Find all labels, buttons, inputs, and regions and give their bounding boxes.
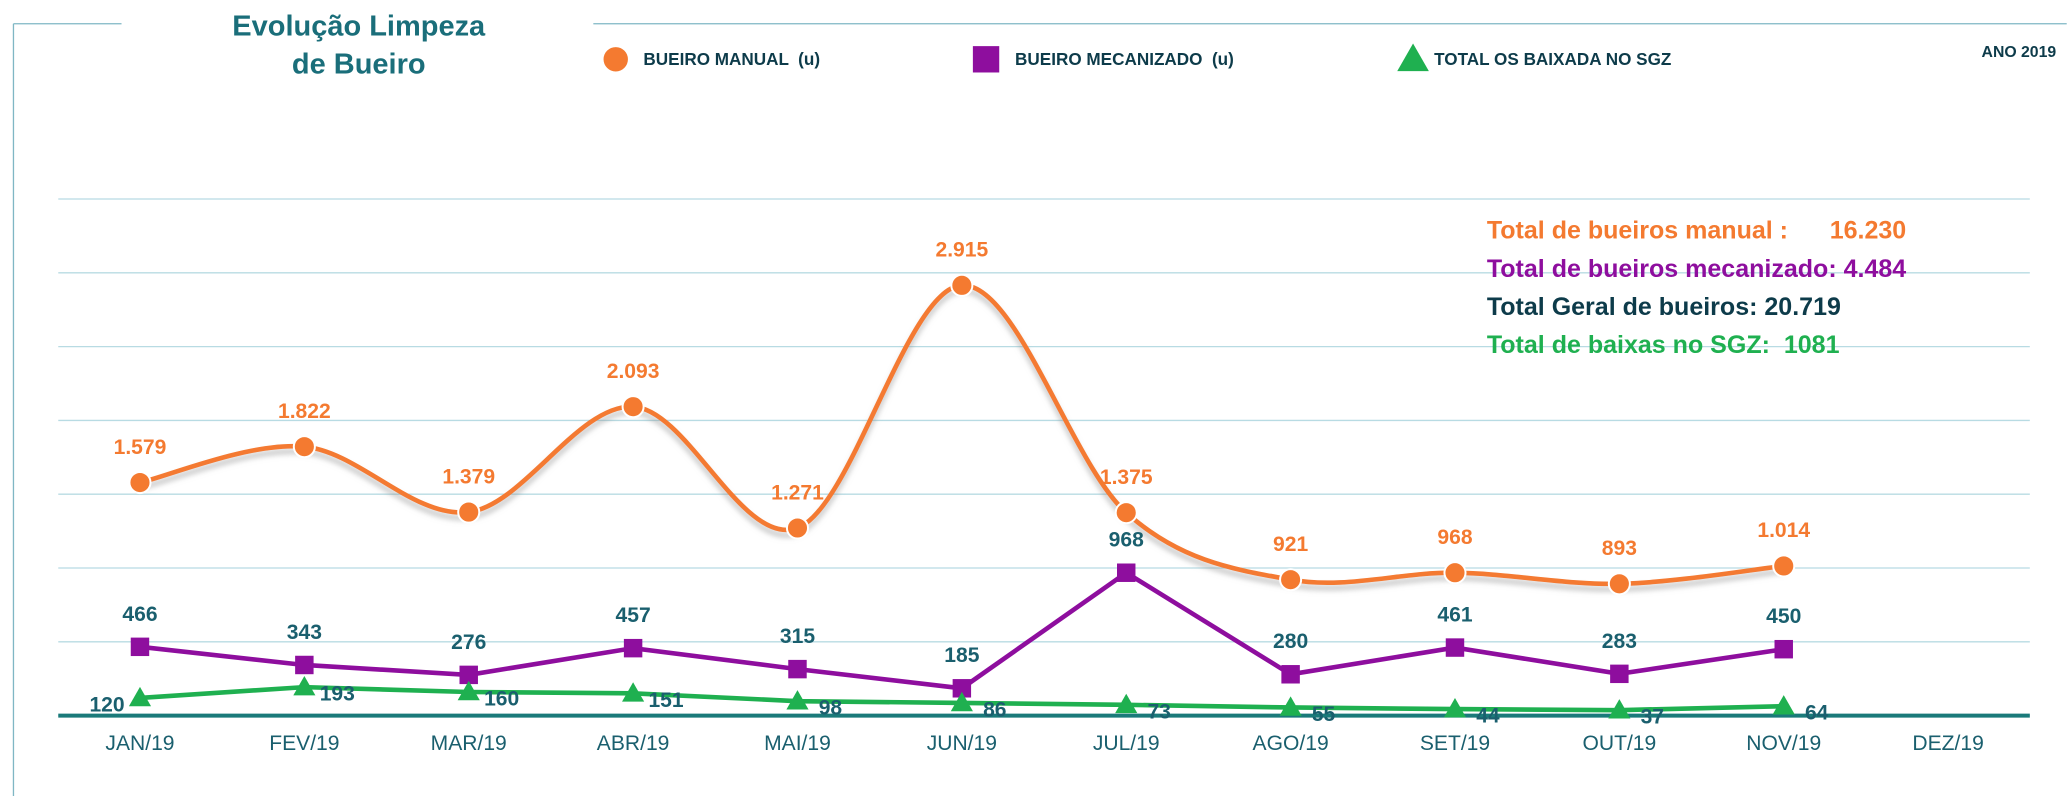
- data-point: [295, 655, 314, 675]
- data-label: 283: [1602, 630, 1637, 653]
- data-point: [292, 435, 316, 459]
- data-label: 893: [1602, 537, 1637, 560]
- x-tick-label: JUL/19: [1093, 732, 1160, 755]
- x-tick-label: DEZ/19: [1912, 732, 1983, 755]
- data-point: [128, 471, 152, 495]
- data-point: [950, 273, 974, 297]
- data-label: 2.093: [607, 360, 660, 383]
- subtitle: ANO 2019: [1982, 44, 2057, 61]
- data-point: [1279, 568, 1303, 592]
- data-label: 2.915: [935, 239, 988, 262]
- data-label: 64: [1805, 702, 1829, 725]
- data-label: 276: [451, 631, 486, 654]
- data-label: 1.271: [771, 481, 824, 504]
- annotation: Total de bueiros mecanizado: 4.484: [1487, 255, 1906, 283]
- annotation: Total Geral de bueiros: 20.719: [1487, 293, 1841, 321]
- legend-label: BUEIRO MANUAL (u): [643, 49, 820, 69]
- x-tick-label: ABR/19: [597, 732, 670, 755]
- data-label: 461: [1437, 603, 1472, 626]
- data-point: [130, 637, 150, 657]
- data-point: [788, 659, 807, 679]
- data-label: 466: [122, 603, 157, 626]
- data-label: 1.375: [1100, 466, 1153, 489]
- data-label: 1.014: [1757, 519, 1810, 542]
- data-label: 1.379: [442, 465, 495, 488]
- data-label: 98: [819, 697, 843, 720]
- chart-title: Evolução Limpeza: [232, 10, 486, 42]
- data-label: 37: [1641, 706, 1664, 729]
- data-label: 315: [780, 625, 815, 648]
- data-label: 193: [320, 683, 355, 706]
- x-tick-label: NOV/19: [1746, 732, 1821, 755]
- data-point: [1772, 554, 1796, 578]
- data-label: 1.579: [114, 436, 167, 459]
- data-label: 151: [648, 689, 683, 712]
- data-label: 86: [983, 698, 1006, 721]
- data-point: [1607, 572, 1631, 596]
- x-tick-label: MAR/19: [431, 732, 507, 755]
- data-point: [457, 680, 480, 701]
- x-tick-label: JAN/19: [105, 732, 174, 755]
- data-point: [1445, 638, 1465, 657]
- x-tick-label: FEV/19: [269, 732, 339, 755]
- data-label: 343: [287, 621, 322, 644]
- x-tick-label: MAI/19: [764, 732, 831, 755]
- data-point: [457, 500, 481, 524]
- data-point: [293, 676, 316, 696]
- data-point: [1443, 698, 1467, 718]
- data-point: [1608, 699, 1631, 719]
- data-label: 120: [89, 693, 124, 716]
- data-label: 185: [944, 644, 979, 667]
- data-label: 44: [1476, 705, 1500, 728]
- data-point: [1115, 693, 1138, 714]
- x-tick-label: AGO/19: [1253, 732, 1329, 755]
- data-point: [622, 682, 645, 702]
- data-point: [128, 686, 152, 707]
- x-tick-label: SET/19: [1420, 732, 1490, 755]
- data-point: [1774, 639, 1793, 659]
- legend-marker: [1397, 43, 1429, 72]
- data-point: [950, 691, 973, 712]
- data-point: [1114, 501, 1138, 525]
- chart-title: de Bueiro: [292, 49, 426, 81]
- legend-label: TOTAL OS BAIXADA NO SGZ: [1434, 49, 1671, 69]
- data-label: 280: [1273, 630, 1308, 653]
- data-label: 968: [1437, 526, 1472, 549]
- data-point: [786, 690, 809, 710]
- data-label: 73: [1147, 700, 1170, 723]
- data-label: 55: [1312, 703, 1336, 726]
- data-label: 457: [616, 604, 651, 627]
- x-tick-label: OUT/19: [1582, 732, 1656, 755]
- data-point: [1117, 563, 1136, 582]
- legend-label: BUEIRO MECANIZADO (u): [1015, 49, 1234, 69]
- legend-marker: [972, 46, 1000, 73]
- data-point: [621, 395, 645, 419]
- data-point: [952, 679, 972, 698]
- data-label: 968: [1109, 529, 1144, 552]
- data-point: [459, 665, 478, 685]
- data-point: [1443, 561, 1467, 585]
- data-label: 921: [1273, 533, 1308, 556]
- data-point: [1281, 665, 1300, 684]
- series-line: [139, 569, 1785, 691]
- data-label: 450: [1766, 605, 1801, 628]
- data-label: 1.822: [278, 400, 331, 423]
- data-point: [623, 638, 643, 658]
- annotation: Total de baixas no SGZ: 1081: [1487, 331, 1840, 359]
- annotation: Total de bueiros manual : 16.230: [1487, 217, 1906, 245]
- data-label: 160: [484, 687, 519, 710]
- data-point: [785, 516, 810, 540]
- x-tick-label: JUN/19: [927, 732, 997, 755]
- data-point: [1772, 695, 1795, 715]
- legend-marker: [601, 45, 630, 74]
- series-line: [139, 283, 1784, 587]
- data-point: [1610, 664, 1629, 684]
- data-point: [1279, 696, 1302, 716]
